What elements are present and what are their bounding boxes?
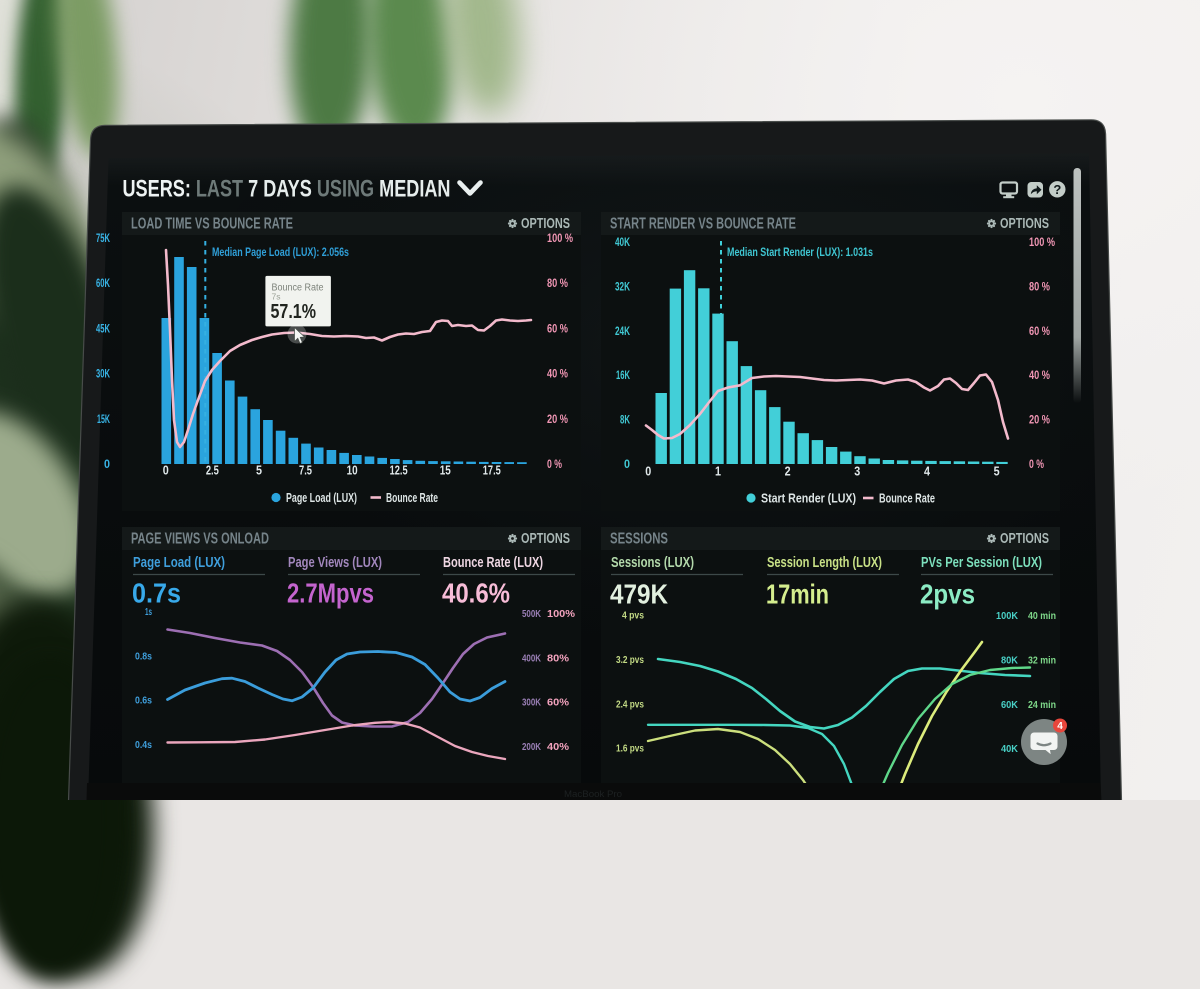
svg-text:?: ? xyxy=(1053,182,1061,197)
svg-text:OPTIONS: OPTIONS xyxy=(1000,531,1049,547)
svg-text:1s: 1s xyxy=(145,607,152,618)
svg-text:2.5: 2.5 xyxy=(206,463,219,478)
svg-text:45K: 45K xyxy=(96,323,110,335)
svg-text:4: 4 xyxy=(1057,721,1063,732)
svg-text:0 %: 0 % xyxy=(547,459,562,471)
svg-text:5: 5 xyxy=(994,464,1000,479)
svg-text:LOAD TIME VS BOUNCE RATE: LOAD TIME VS BOUNCE RATE xyxy=(131,216,293,233)
svg-text:80 %: 80 % xyxy=(547,278,568,290)
svg-text:16K: 16K xyxy=(616,370,630,382)
svg-text:5: 5 xyxy=(256,463,262,478)
svg-text:7s: 7s xyxy=(272,293,281,302)
svg-text:0.8s: 0.8s xyxy=(135,651,152,662)
svg-text:PVs Per Session (LUX): PVs Per Session (LUX) xyxy=(921,554,1042,571)
svg-text:80K: 80K xyxy=(1001,655,1019,666)
svg-text:15K: 15K xyxy=(97,414,110,426)
svg-text:15: 15 xyxy=(440,463,451,478)
svg-text:300K: 300K xyxy=(522,698,542,709)
svg-text:7.5: 7.5 xyxy=(299,463,312,478)
svg-text:40 %: 40 % xyxy=(1029,370,1050,382)
svg-text:100%: 100% xyxy=(547,609,575,620)
svg-text:Median Start Render (LUX): 1.0: Median Start Render (LUX): 1.031s xyxy=(727,246,873,259)
svg-text:32K: 32K xyxy=(615,281,630,293)
svg-text:2pvs: 2pvs xyxy=(920,579,975,610)
svg-text:4 pvs: 4 pvs xyxy=(622,611,644,622)
svg-text:Page Load (LUX): Page Load (LUX) xyxy=(286,490,357,505)
svg-text:Sessions (LUX): Sessions (LUX) xyxy=(611,554,694,571)
svg-text:60%: 60% xyxy=(547,698,569,709)
svg-text:0: 0 xyxy=(645,464,651,479)
svg-text:10: 10 xyxy=(347,463,358,478)
svg-text:8K: 8K xyxy=(620,415,630,427)
svg-text:2: 2 xyxy=(785,464,791,479)
svg-text:40.6%: 40.6% xyxy=(442,578,510,609)
svg-text:100 %: 100 % xyxy=(547,233,573,245)
svg-text:12.5: 12.5 xyxy=(390,463,408,478)
svg-text:40 %: 40 % xyxy=(547,369,568,381)
svg-text:17.5: 17.5 xyxy=(483,463,501,478)
svg-text:Bounce Rate: Bounce Rate xyxy=(272,283,324,294)
svg-text:100 %: 100 % xyxy=(1029,237,1055,249)
svg-text:40 min: 40 min xyxy=(1028,611,1056,622)
svg-text:100K: 100K xyxy=(996,611,1019,622)
svg-text:57.1%: 57.1% xyxy=(271,301,317,323)
svg-text:400K: 400K xyxy=(522,653,542,664)
svg-text:20 %: 20 % xyxy=(1029,415,1050,427)
svg-text:30K: 30K xyxy=(96,369,110,381)
svg-text:PAGE VIEWS VS ONLOAD: PAGE VIEWS VS ONLOAD xyxy=(131,531,269,548)
svg-text:0 %: 0 % xyxy=(1029,459,1044,471)
svg-text:32 min: 32 min xyxy=(1028,655,1056,666)
svg-text:40K: 40K xyxy=(1001,744,1019,755)
svg-text:Session Length (LUX): Session Length (LUX) xyxy=(767,554,882,571)
svg-text:4: 4 xyxy=(924,464,931,479)
svg-text:OPTIONS: OPTIONS xyxy=(521,531,570,547)
svg-text:1: 1 xyxy=(715,464,721,479)
svg-text:Median Page Load (LUX): 2.056s: Median Page Load (LUX): 2.056s xyxy=(212,246,349,259)
svg-text:60 %: 60 % xyxy=(547,323,568,335)
svg-text:0.4s: 0.4s xyxy=(135,740,152,751)
svg-text:60 %: 60 % xyxy=(1029,326,1050,338)
svg-text:24 min: 24 min xyxy=(1028,700,1056,711)
svg-text:0: 0 xyxy=(104,459,110,471)
svg-text:479K: 479K xyxy=(610,579,668,610)
svg-text:3: 3 xyxy=(854,464,860,479)
svg-text:17min: 17min xyxy=(766,579,829,610)
svg-text:OPTIONS: OPTIONS xyxy=(1000,216,1049,232)
svg-text:80 %: 80 % xyxy=(1029,281,1050,293)
svg-text:Start Render (LUX): Start Render (LUX) xyxy=(761,491,856,506)
svg-text:0.7s: 0.7s xyxy=(132,578,181,609)
svg-text:Bounce Rate: Bounce Rate xyxy=(879,491,935,506)
svg-text:0.6s: 0.6s xyxy=(135,696,152,707)
svg-text:24K: 24K xyxy=(615,326,630,338)
svg-text:SESSIONS: SESSIONS xyxy=(610,531,668,548)
svg-text:75K: 75K xyxy=(96,233,110,245)
svg-text:3.2 pvs: 3.2 pvs xyxy=(616,655,644,666)
svg-text:2.7Mpvs: 2.7Mpvs xyxy=(287,578,374,609)
svg-text:START RENDER VS BOUNCE RATE: START RENDER VS BOUNCE RATE xyxy=(610,216,796,233)
svg-text:Bounce Rate: Bounce Rate xyxy=(386,490,438,505)
svg-text:60K: 60K xyxy=(96,278,110,290)
svg-text:Page Load (LUX): Page Load (LUX) xyxy=(133,554,225,571)
svg-text:2.4 pvs: 2.4 pvs xyxy=(616,699,644,710)
svg-text:60K: 60K xyxy=(1001,700,1019,711)
svg-text:1.6 pvs: 1.6 pvs xyxy=(616,744,644,755)
svg-text:Page Views (LUX): Page Views (LUX) xyxy=(288,554,382,571)
svg-text:40K: 40K xyxy=(615,237,630,249)
svg-text:OPTIONS: OPTIONS xyxy=(521,216,570,232)
svg-text:80%: 80% xyxy=(547,653,569,664)
svg-text:MacBook Pro: MacBook Pro xyxy=(564,789,622,799)
svg-text:0: 0 xyxy=(624,459,630,471)
svg-text:500K: 500K xyxy=(522,609,542,620)
svg-text:200K: 200K xyxy=(522,742,542,753)
svg-text:40%: 40% xyxy=(547,742,569,753)
svg-text:Bounce Rate (LUX): Bounce Rate (LUX) xyxy=(443,554,543,571)
svg-text:USERS: LAST 7 DAYS USING MEDIA: USERS: LAST 7 DAYS USING MEDIAN xyxy=(123,176,451,203)
svg-text:0: 0 xyxy=(163,463,169,478)
svg-text:20 %: 20 % xyxy=(547,414,568,426)
